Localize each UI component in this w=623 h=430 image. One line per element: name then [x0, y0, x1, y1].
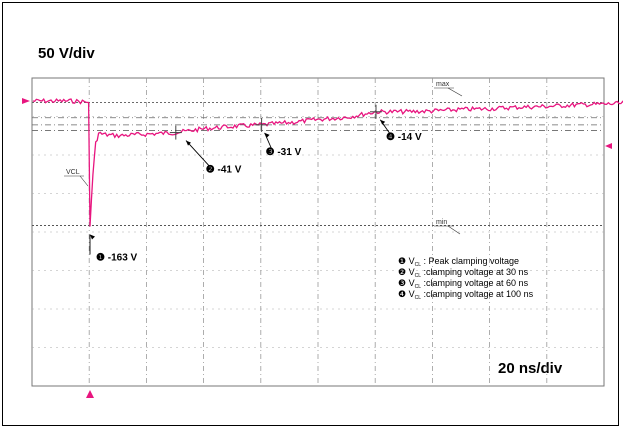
annotations: ❶ -163 V ❷ -41 V ❸ -31 V ❹ -14 V — [89, 104, 422, 264]
annotation-arrowhead — [264, 132, 270, 138]
min-marker-label: min — [436, 219, 447, 226]
annotation-arrow — [185, 140, 211, 167]
annotation-arrowhead — [90, 234, 95, 240]
vertical-scale-label: 50 V/div — [38, 45, 95, 62]
min-leader — [447, 225, 461, 235]
legend-item-2: ❷ VCL :clamping voltage at 30 ns — [398, 267, 529, 279]
vcl-leader — [79, 175, 89, 187]
voltage-trace — [32, 97, 623, 227]
annotation-3: ❸ -31 V — [266, 147, 302, 158]
max-marker-label: max — [436, 81, 450, 88]
ground-marker — [22, 98, 30, 104]
annotation-1: ❶ -163 V — [96, 253, 138, 264]
legend-item-3: ❸ VCL :clamping voltage at 60 ns — [398, 278, 529, 290]
annotation-2: ❷ -41 V — [206, 165, 242, 176]
figure-frame — [2, 2, 619, 426]
legend-item-4: ❹ VCL :clamping voltage at 100 ns — [398, 289, 534, 301]
annotation-arrowhead — [186, 140, 191, 146]
horizontal-scale-label: 20 ns/div — [498, 360, 563, 377]
vcl-marker-label: VCL — [66, 169, 80, 176]
annotation-4: ❹ -14 V — [386, 132, 422, 143]
level-marker — [605, 143, 612, 149]
max-leader — [447, 87, 463, 97]
trace — [22, 97, 623, 398]
annotation-arrowhead — [380, 119, 386, 125]
legend-item-1: ❶ VCL : Peak clamping voltage — [398, 256, 519, 268]
marker-labels: max min VCL — [64, 81, 463, 235]
grid — [31, 77, 605, 387]
trigger-marker — [86, 390, 94, 398]
reference-lines — [32, 102, 604, 226]
